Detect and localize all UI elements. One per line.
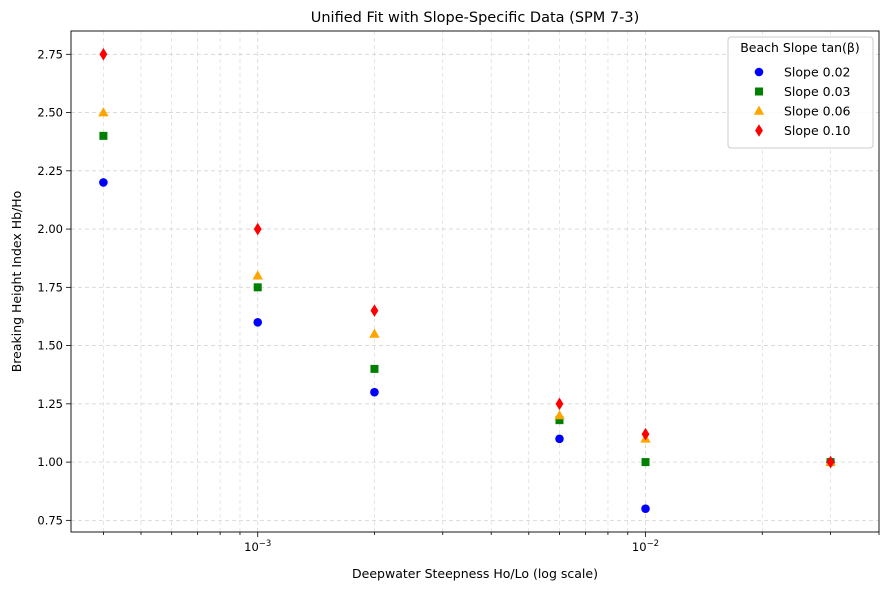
data-point-diamond bbox=[370, 304, 379, 317]
chart-title: Unified Fit with Slope-Specific Data (SP… bbox=[311, 10, 639, 26]
legend-title: Beach Slope tan(β) bbox=[740, 40, 860, 55]
x-tick-label: 10−3 bbox=[244, 539, 271, 554]
data-point-circle bbox=[370, 387, 379, 397]
y-tick-label: 1.25 bbox=[37, 397, 63, 411]
data-points bbox=[98, 48, 836, 513]
y-tick-label: 2.00 bbox=[37, 222, 63, 236]
data-point-circle bbox=[253, 317, 263, 327]
x-axis-label: Deepwater Steepness Ho/Lo (log scale) bbox=[352, 566, 598, 581]
data-point-triangle bbox=[369, 328, 380, 338]
data-point-circle bbox=[555, 434, 564, 444]
legend-box bbox=[727, 36, 874, 149]
legend-marker-diamond bbox=[755, 124, 763, 137]
x-tick-exponent: −2 bbox=[647, 539, 660, 549]
legend-label: Slope 0.02 bbox=[784, 65, 851, 80]
y-axis-label: Breaking Height Index Hb/Ho bbox=[9, 191, 24, 373]
legend: Beach Slope tan(β) Slope 0.02 Slope 0.03 S… bbox=[727, 36, 874, 149]
data-point-square bbox=[555, 416, 564, 425]
data-point-triangle bbox=[252, 270, 263, 280]
y-tick-label: 1.75 bbox=[37, 280, 63, 294]
data-point-diamond bbox=[253, 222, 262, 236]
data-point-triangle bbox=[554, 410, 565, 420]
plot-frame bbox=[70, 30, 880, 533]
x-tick-label: 10−2 bbox=[632, 539, 659, 554]
legend-marker-circle bbox=[754, 67, 764, 77]
legend-marker-square bbox=[755, 87, 763, 96]
legend-marker-triangle bbox=[753, 105, 765, 115]
data-point-diamond bbox=[99, 48, 108, 61]
y-tick-label: 2.50 bbox=[37, 106, 63, 120]
data-point-square bbox=[99, 131, 108, 140]
legend-label: Slope 0.06 bbox=[784, 104, 851, 119]
y-tick-label: 1.00 bbox=[37, 455, 63, 469]
data-point-diamond bbox=[555, 397, 564, 411]
x-tick-base: 10 bbox=[244, 540, 259, 554]
axis-ticks: 10−3 10−20.751.001.251.501.752.002.252.50… bbox=[37, 47, 880, 554]
legend-label: Slope 0.10 bbox=[784, 123, 851, 138]
data-point-square bbox=[370, 364, 379, 373]
data-point-diamond bbox=[826, 455, 835, 469]
data-point-circle bbox=[99, 178, 108, 187]
y-tick-label: 2.75 bbox=[37, 47, 63, 61]
x-tick-exponent: −3 bbox=[259, 539, 272, 549]
data-point-triangle bbox=[98, 107, 109, 117]
y-tick-label: 1.50 bbox=[37, 339, 63, 353]
x-tick-base: 10 bbox=[632, 540, 647, 554]
data-point-square bbox=[641, 458, 650, 467]
data-point-square bbox=[253, 283, 262, 292]
data-point-circle bbox=[641, 504, 650, 513]
legend-label: Slope 0.03 bbox=[784, 84, 851, 99]
y-tick-label: 0.75 bbox=[37, 513, 63, 527]
y-tick-label: 2.25 bbox=[37, 164, 63, 178]
data-point-diamond bbox=[641, 427, 650, 441]
